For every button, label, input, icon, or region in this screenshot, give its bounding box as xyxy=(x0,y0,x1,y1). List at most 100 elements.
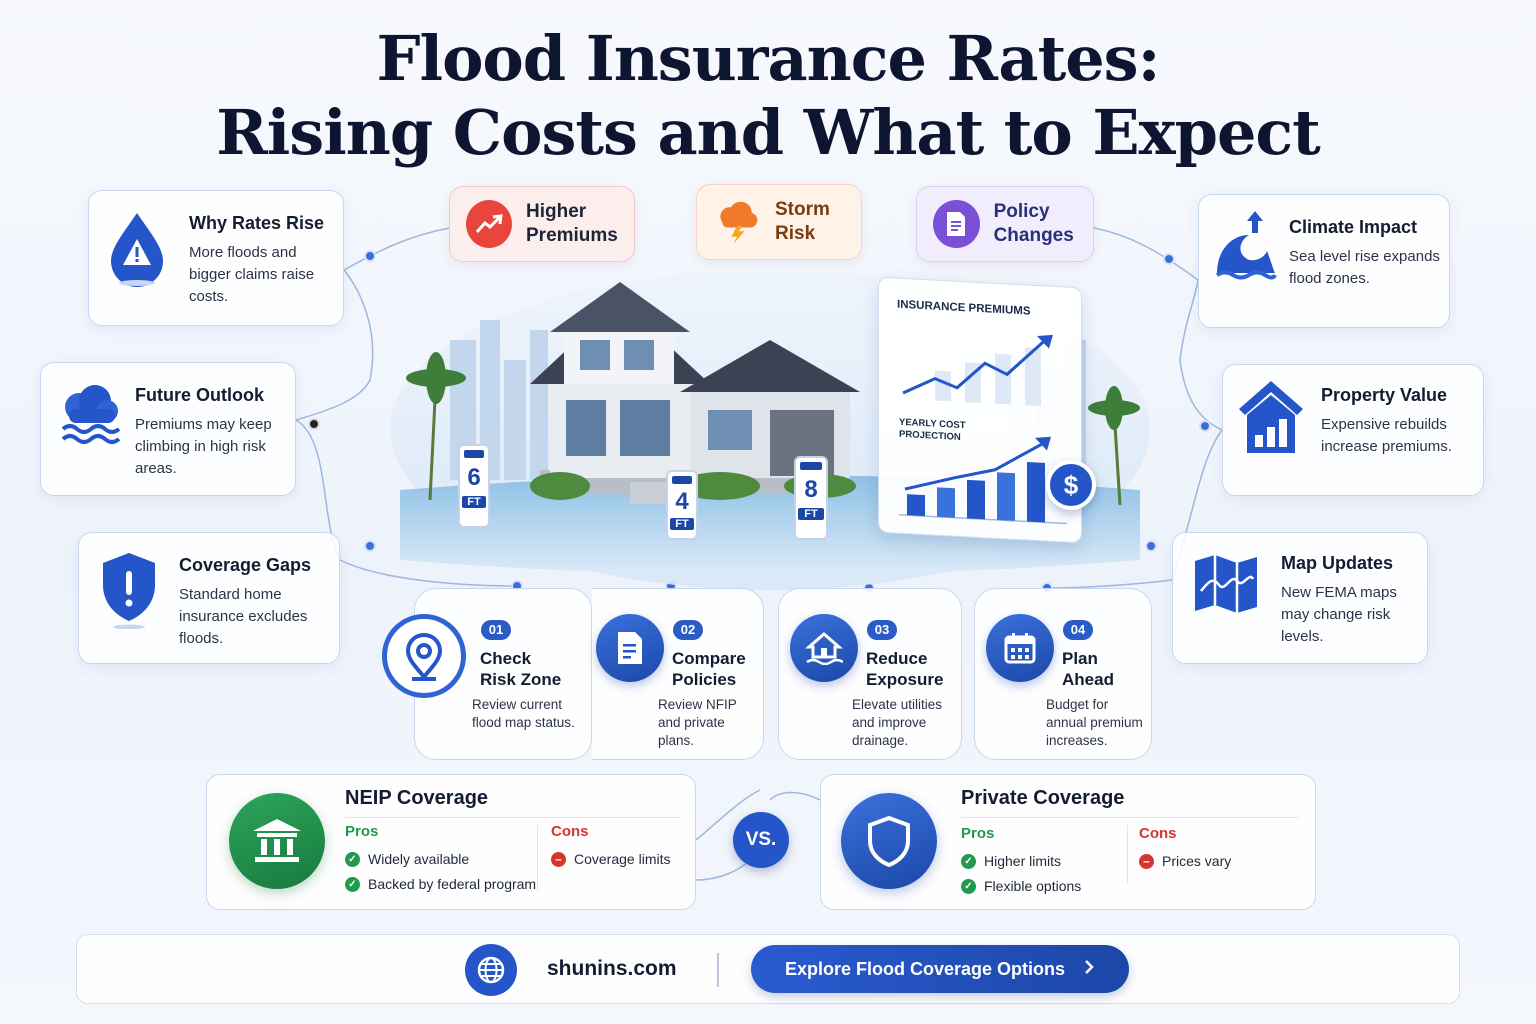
connector-dot xyxy=(1163,253,1175,265)
step-description: Elevate utilities and improve drainage. xyxy=(852,697,943,748)
gauge-unit: FT xyxy=(462,496,486,508)
policy-document-icon xyxy=(596,614,664,682)
card-title: Future Outlook xyxy=(135,385,264,405)
pill-storm-risk: Storm Risk xyxy=(696,184,862,260)
connector-dot xyxy=(1145,540,1157,552)
cloud-waves-icon xyxy=(55,381,123,460)
card-description: More floods and bigger claims raise cost… xyxy=(189,244,315,305)
card-why-rates-rise: Why Rates Rise More floods and bigger cl… xyxy=(88,190,344,326)
nfip-coverage-card: NEIP Coverage Pros Cons ✓ Widely availabl… xyxy=(206,774,696,910)
chevron-right-icon xyxy=(1083,959,1095,980)
step-title: Plan Ahead xyxy=(1062,649,1114,689)
card-title: Coverage Gaps xyxy=(179,555,312,575)
pill-label: Policy Changes xyxy=(993,201,1074,246)
vs-badge: VS. xyxy=(733,812,789,868)
card-title: Property Value xyxy=(1321,385,1448,405)
chart-label-premiums: INSURANCE PREMIUMS xyxy=(897,298,1031,318)
site-link[interactable]: shunins.com xyxy=(547,957,677,980)
card-description: Expensive rebuilds increase premiums. xyxy=(1321,416,1452,455)
page-title-line-2: Rising Costs and What to Expect xyxy=(216,96,1321,169)
pro-item: ✓ Widely available xyxy=(345,851,469,867)
card-map-updates: Map Updates New FEMA maps may change ris… xyxy=(1172,532,1428,664)
premium-chart-panel: INSURANCE PREMIUMS YEARLY COST PROJECTIO… xyxy=(878,276,1082,544)
gauge-value: 8 xyxy=(804,476,818,503)
premium-trend-line xyxy=(902,334,1053,407)
step-title: Check Risk Zone xyxy=(480,649,562,689)
card-future-outlook: Future Outlook Premiums may keep climbin… xyxy=(40,362,296,496)
globe-icon xyxy=(465,944,517,996)
card-description: Standard home insurance excludes floods. xyxy=(179,586,308,647)
card-coverage-gaps: Coverage Gaps Standard home insurance ex… xyxy=(78,532,340,664)
pro-item: ✓ Flexible options xyxy=(961,878,1081,894)
trend-up-icon xyxy=(466,200,512,248)
step-description: Review NFIP and private plans. xyxy=(658,697,737,748)
pill-label: Storm Risk xyxy=(775,199,830,244)
coverage-title: Private Coverage xyxy=(961,787,1125,809)
card-climate-impact: Climate Impact Sea level rise expands fl… xyxy=(1198,194,1450,328)
page-title-line-1: Flood Insurance Rates: xyxy=(376,22,1161,95)
pros-label: Pros xyxy=(961,825,995,842)
pro-item: ✓ Higher limits xyxy=(961,853,1061,869)
cost-bar xyxy=(907,494,925,517)
dollar-coin-icon: $ xyxy=(1046,460,1096,510)
cost-bar xyxy=(937,487,955,518)
connector-dot xyxy=(1199,420,1211,432)
card-description: Sea level rise expands flood zones. xyxy=(1289,248,1440,287)
gauge-value: 6 xyxy=(467,464,481,491)
connector-dot xyxy=(308,418,320,430)
step-description: Review current flood map status. xyxy=(472,697,575,730)
document-icon xyxy=(933,200,980,248)
connector-dot xyxy=(364,540,376,552)
cost-bar xyxy=(997,472,1015,521)
button-label: Explore Flood Coverage Options xyxy=(784,958,1066,979)
government-building-icon xyxy=(229,793,325,889)
step-description: Budget for annual premium increases. xyxy=(1046,697,1143,748)
vs-label: VS. xyxy=(745,829,777,850)
con-item: – Coverage limits xyxy=(551,851,670,867)
card-title: Why Rates Rise xyxy=(189,213,325,233)
coverage-title: NEIP Coverage xyxy=(345,787,489,809)
house-water-icon xyxy=(790,614,858,682)
cost-bar xyxy=(1027,461,1045,523)
footer-bar: shunins.com Explore Flood Coverage Optio… xyxy=(76,934,1460,1004)
card-description: New FEMA maps may change risk levels. xyxy=(1281,584,1397,645)
flood-gauge: 8 FT xyxy=(794,456,828,540)
pros-label: Pros xyxy=(345,823,379,840)
location-pin-icon xyxy=(382,614,466,698)
calendar-icon xyxy=(986,614,1054,682)
card-title: Map Updates xyxy=(1281,553,1394,573)
gauge-unit: FT xyxy=(670,518,694,530)
map-icon xyxy=(1191,551,1261,620)
step-number: 01 xyxy=(481,620,511,640)
card-title: Climate Impact xyxy=(1289,217,1418,237)
yearly-cost-bar-chart xyxy=(899,436,1067,525)
step-number: 03 xyxy=(867,620,897,640)
cons-label: Cons xyxy=(1139,825,1177,842)
card-description: Premiums may keep climbing in high risk … xyxy=(135,416,272,477)
storm-cloud-icon xyxy=(713,198,761,246)
flood-gauge: 6 FT xyxy=(458,444,490,528)
cost-bar xyxy=(967,479,985,520)
shield-alert-icon xyxy=(99,549,159,634)
pill-policy-changes: Policy Changes xyxy=(916,186,1094,262)
card-property-value: Property Value Expensive rebuilds increa… xyxy=(1222,364,1484,496)
cons-label: Cons xyxy=(551,823,589,840)
pro-item: ✓ Backed by federal program xyxy=(345,876,536,892)
rising-wave-icon xyxy=(1213,207,1279,286)
gauge-unit: FT xyxy=(798,508,824,520)
shield-icon xyxy=(841,793,937,889)
step-title: Compare Policies xyxy=(672,649,746,689)
step-number: 04 xyxy=(1063,620,1093,640)
pill-higher-premiums: Higher Premiums xyxy=(449,186,635,262)
dollar-sign: $ xyxy=(1063,470,1079,500)
step-number: 02 xyxy=(673,620,703,640)
private-coverage-card: Private Coverage Pros Cons ✓ Higher limit… xyxy=(820,774,1316,910)
step-title: Reduce Exposure xyxy=(866,649,944,689)
flood-gauge: 4 FT xyxy=(666,470,698,540)
connector-dot xyxy=(364,250,376,262)
water-drop-warning-icon xyxy=(105,209,169,292)
gauge-value: 4 xyxy=(675,488,689,515)
explore-coverage-button[interactable]: Explore Flood Coverage Options xyxy=(751,945,1129,993)
house-chart-icon xyxy=(1235,377,1307,462)
con-item: – Prices vary xyxy=(1139,853,1231,869)
